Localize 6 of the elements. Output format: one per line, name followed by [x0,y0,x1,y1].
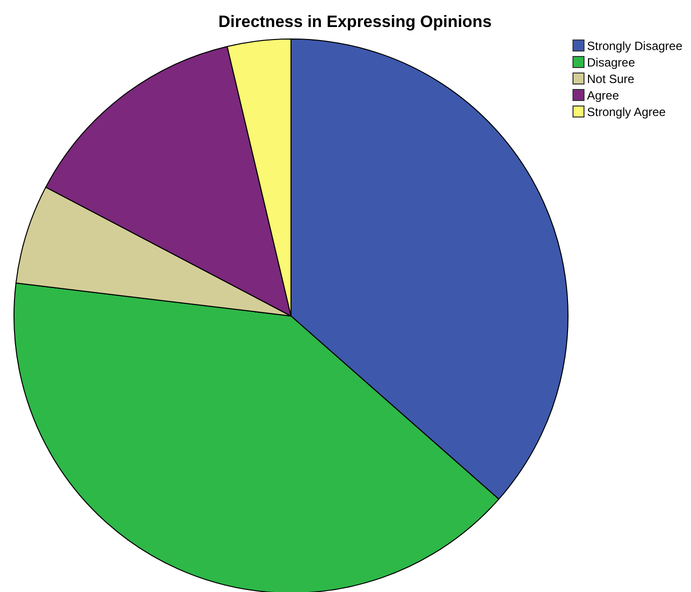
legend-label: Disagree [587,56,636,70]
legend-label: Not Sure [587,72,635,86]
chart-title: Directness in Expressing Opinions [218,13,492,31]
legend-label: Strongly Agree [587,105,666,119]
legend-label: Strongly Disagree [587,39,683,53]
legend-label: Agree [587,88,620,102]
